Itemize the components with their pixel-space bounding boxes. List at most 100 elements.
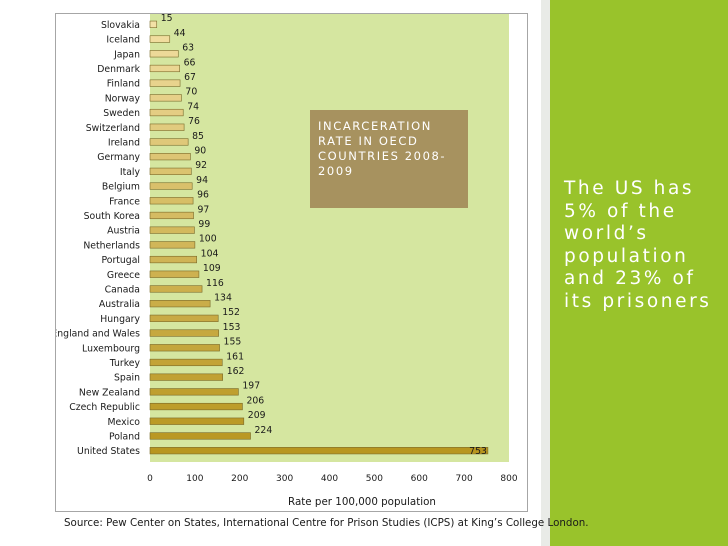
value-label-england-and-wales: 153 (223, 322, 241, 333)
value-label-slovakia: 15 (161, 14, 173, 24)
bar-iceland (149, 35, 171, 43)
category-label-south-korea: South Korea (84, 211, 140, 222)
chart-frame: Slovakia Iceland Japan Denmark Finland Norway… (55, 13, 528, 512)
bar-germany (149, 153, 191, 161)
value-label-japan: 63 (182, 43, 194, 54)
category-labels: Slovakia Iceland Japan Denmark Finland Norway… (56, 20, 141, 457)
category-label-austria: Austria (107, 226, 140, 237)
value-label-poland: 224 (255, 425, 273, 436)
bar-czech-republic (149, 402, 243, 411)
category-label-mexico: Mexico (108, 417, 141, 428)
category-label-slovakia: Slovakia (101, 20, 140, 31)
bar-mexico (149, 417, 245, 425)
bar-belgium (149, 182, 193, 190)
value-label-iceland: 44 (174, 28, 186, 39)
bar-hungary (149, 314, 219, 322)
bar-finland (149, 79, 181, 87)
bar-united-states (149, 447, 489, 455)
bar-luxembourg (149, 344, 220, 352)
value-label-canada: 116 (206, 278, 224, 289)
x-axis-label: Rate per 100,000 population (288, 496, 436, 508)
x-tick-100: 100 (186, 474, 203, 484)
bar-canada (149, 285, 203, 293)
value-label-new-zealand: 197 (242, 381, 260, 392)
value-label-netherlands: 100 (199, 234, 217, 245)
value-label-norway: 70 (185, 87, 197, 98)
category-label-italy: Italy (120, 167, 141, 178)
category-label-denmark: Denmark (97, 64, 140, 75)
category-label-canada: Canada (105, 284, 140, 295)
bar-sweden (149, 108, 184, 117)
category-label-luxembourg: Luxembourg (82, 343, 140, 354)
x-tick-700: 700 (456, 474, 473, 484)
value-label-mexico: 209 (248, 410, 266, 421)
category-label-spain: Spain (114, 373, 140, 384)
category-label-norway: Norway (105, 93, 141, 104)
x-tick-400: 400 (321, 474, 338, 484)
bar-poland (149, 432, 251, 440)
bar-norway (149, 94, 182, 102)
x-tick-800: 800 (500, 474, 517, 484)
value-label-hungary: 152 (222, 307, 240, 318)
bar-ireland (149, 138, 189, 146)
divider-stripe (541, 0, 550, 546)
value-label-ireland: 85 (192, 131, 204, 142)
category-label-sweden: Sweden (103, 108, 140, 119)
value-label-czech-republic: 206 (246, 395, 264, 406)
bar-switzerland (149, 123, 185, 131)
slide-caption: The US has 5% of the world’s population … (564, 178, 712, 312)
x-tick-200: 200 (231, 474, 248, 484)
category-label-portugal: Portugal (101, 255, 140, 266)
value-label-austria: 99 (198, 219, 210, 230)
value-label-greece: 109 (203, 263, 221, 274)
category-label-greece: Greece (107, 270, 140, 281)
value-label-france: 96 (197, 190, 209, 201)
bar-south-korea (149, 211, 194, 220)
value-label-united-states: 753 (469, 446, 487, 457)
bar-france (149, 197, 194, 205)
category-label-hungary: Hungary (100, 314, 140, 325)
x-tick-0: 0 (147, 474, 153, 484)
bar-italy (149, 167, 192, 175)
bar-new-zealand (149, 388, 239, 396)
category-label-finland: Finland (107, 79, 140, 90)
bar-spain (149, 373, 223, 381)
category-label-turkey: Turkey (109, 358, 141, 369)
chart-title: INCARCERATION RATE IN OECD COUNTRIES 200… (318, 119, 447, 178)
x-tick-labels: 0 100 200 300 400 500 600 700 800 (147, 474, 518, 484)
category-label-ireland: Ireland (108, 137, 140, 148)
x-tick-500: 500 (366, 474, 383, 484)
value-label-australia: 134 (214, 292, 232, 303)
bar-greece (149, 270, 200, 278)
plot-area (150, 14, 509, 462)
side-panel (550, 0, 728, 546)
value-label-portugal: 104 (201, 248, 219, 259)
incarceration-bar-chart: Slovakia Iceland Japan Denmark Finland Norway… (56, 14, 518, 508)
value-label-switzerland: 76 (188, 116, 200, 127)
value-label-spain: 162 (227, 366, 245, 377)
value-label-turkey: 161 (226, 351, 244, 362)
source-note: Source: Pew Center on States, Internatio… (64, 517, 589, 529)
category-label-england-and-wales: England and Wales (56, 329, 140, 340)
bar-netherlands (149, 241, 196, 249)
category-label-japan: Japan (113, 49, 140, 60)
value-label-germany: 90 (194, 145, 206, 156)
value-label-sweden: 74 (187, 101, 199, 112)
category-label-poland: Poland (109, 431, 140, 442)
x-tick-300: 300 (276, 474, 293, 484)
category-label-switzerland: Switzerland (86, 123, 140, 134)
value-label-finland: 67 (184, 72, 196, 83)
bar-portugal (149, 255, 197, 264)
category-label-belgium: Belgium (102, 182, 140, 193)
bar-denmark (149, 64, 180, 73)
category-label-united-states: United States (77, 446, 140, 457)
bars (149, 20, 489, 455)
x-tick-600: 600 (411, 474, 428, 484)
value-label-belgium: 94 (196, 175, 208, 186)
bar-england-and-wales (149, 329, 219, 337)
value-label-luxembourg: 155 (224, 337, 242, 348)
bar-japan (149, 50, 179, 58)
value-label-italy: 92 (195, 160, 207, 171)
